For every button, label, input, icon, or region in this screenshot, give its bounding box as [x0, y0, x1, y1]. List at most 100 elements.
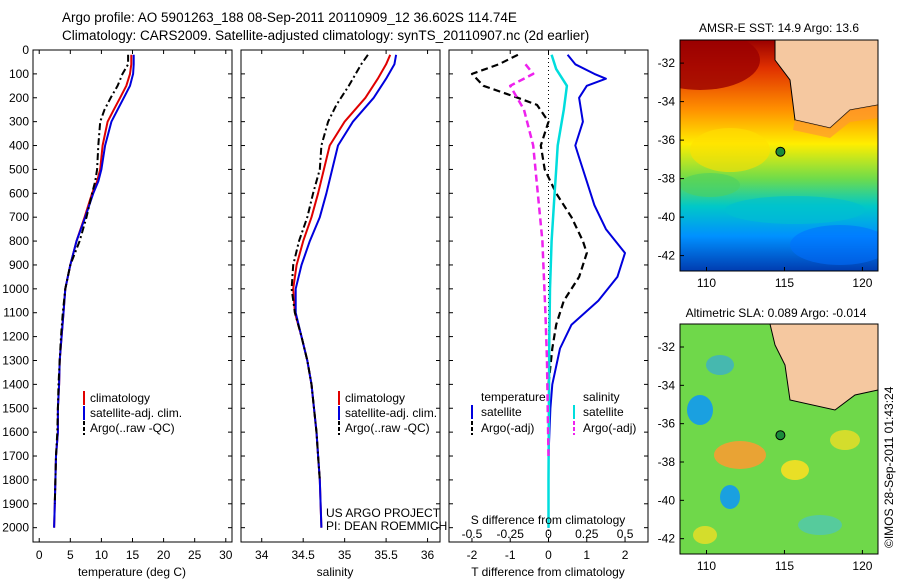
legend-label-s-argo: Argo(-adj) [583, 421, 636, 435]
sst-field [680, 40, 878, 271]
map-y-tick-label: -42 [658, 532, 676, 546]
series-line-satellite-adj-clim [294, 54, 398, 528]
map-y-tick-label: -42 [658, 249, 676, 263]
temperature-axes-box [32, 49, 233, 543]
legend-label-s-satellite: satellite [583, 405, 624, 419]
y-tick-label: 400 [9, 139, 29, 153]
t-difference-xlabel: T difference from climatology [471, 565, 625, 579]
temperature-x-axis: 0 5 10 15 20 25 30 [36, 50, 233, 562]
temperature-legend: climatology satellite-adj. clim. Argo(..… [83, 391, 182, 435]
map-x-tick-label: 115 [775, 559, 794, 573]
y-tick-label: 2000 [2, 521, 29, 535]
x-tick-label: 0 [36, 548, 43, 562]
legend-label-satellite: satellite-adj. clim. [345, 406, 437, 420]
series-line-argo-raw-qc [53, 54, 130, 504]
sst-map: AMSR-E SST: 14.9 Argo: 13.6 110 115 120 -32… [658, 21, 879, 290]
sla-map-title: Altimetric SLA: 0.089 Argo: -0.014 [686, 306, 867, 320]
salinity-axes-box [240, 49, 441, 543]
x-tick-label: -2 [467, 548, 478, 562]
map-y-tick-label: -36 [658, 417, 676, 431]
x-tick-label: 5 [67, 548, 74, 562]
temperature-xlabel: temperature (deg C) [78, 565, 186, 579]
y-tick-label: 1000 [2, 282, 29, 296]
sst-map-frame [679, 39, 879, 272]
y-tick-label: 1500 [2, 401, 29, 415]
map-y-tick-label: -38 [658, 455, 676, 469]
difference-top-axis: -0.5 -0.25 0 0.25 0.5 [462, 527, 634, 541]
difference-depth-ticks [449, 49, 648, 529]
x-tick-label: -1 [505, 548, 516, 562]
float-position-marker [775, 146, 786, 157]
top-x-tick-label: 0.5 [617, 527, 634, 541]
legend-label-argo: Argo(..raw -QC) [90, 421, 175, 435]
map-x-tick-label: 115 [775, 276, 794, 290]
x-tick-label: 34 [255, 548, 269, 562]
map-y-tick-label: -34 [658, 378, 676, 392]
x-tick-label: 36 [421, 548, 435, 562]
y-tick-label: 0 [22, 43, 29, 57]
y-tick-label: 700 [9, 210, 29, 224]
difference-panel: -2 -1 0 1 2 -0.5 -0.25 0 0.25 0.5 T difference f… [448, 49, 649, 579]
sst-map-title: AMSR-E SST: 14.9 Argo: 13.6 [699, 21, 859, 35]
map-y-tick-label: -32 [658, 56, 676, 70]
map-x-tick-label: 110 [697, 276, 716, 290]
top-x-tick-label: -0.5 [462, 527, 483, 541]
legend-label-climatology: climatology [90, 391, 150, 405]
salinity-x-axis: 34 34.5 35 35.5 36 [255, 50, 435, 562]
map-y-tick-label: -34 [658, 95, 676, 109]
x-tick-label: 30 [219, 548, 233, 562]
top-x-tick-label: 0 [545, 527, 552, 541]
y-tick-label: 1900 [2, 497, 29, 511]
map-y-tick-label: -40 [658, 210, 676, 224]
map-x-tick-label: 120 [852, 559, 872, 573]
difference-profiles [470, 53, 626, 528]
x-tick-label: 35 [338, 548, 352, 562]
y-tick-label: 200 [9, 91, 29, 105]
difference-legend: temperature satellite Argo(-adj) salinit… [471, 390, 636, 435]
australia-landmass [769, 324, 878, 411]
x-tick-label: 0 [545, 548, 552, 562]
legend-temperature-header: temperature [481, 390, 546, 404]
x-tick-label: 35.5 [374, 548, 398, 562]
y-tick-label: 300 [9, 115, 29, 129]
y-tick-label: 1400 [2, 377, 29, 391]
top-x-tick-label: -0.25 [497, 527, 525, 541]
map-y-tick-label: -32 [658, 340, 676, 354]
legend-salinity-header: salinity [583, 390, 620, 404]
x-tick-label: 15 [126, 548, 140, 562]
top-x-tick-label: 0.25 [575, 527, 599, 541]
series-line-argo-raw-qc [290, 54, 369, 480]
y-tick-label: 1300 [2, 353, 29, 367]
figure-title-line2: Climatology: CARS2009. Satellite-adjuste… [62, 28, 590, 43]
y-tick-label: 1100 [3, 306, 29, 320]
figure-title-line1: Argo profile: AO 5901263_188 08-Sep-2011… [62, 10, 517, 25]
series-line-salinity-argo-adj [508, 63, 550, 457]
legend-label-t-argo: Argo(-adj) [481, 421, 534, 435]
float-position-marker [775, 430, 786, 441]
y-tick-label: 1200 [2, 330, 29, 344]
salinity-legend: climatology satellite-adj. clim. Argo(..… [338, 391, 437, 435]
map-x-tick-label: 110 [697, 559, 716, 573]
x-tick-label: 25 [188, 548, 202, 562]
sla-map-frame [679, 323, 879, 555]
x-tick-label: 2 [622, 548, 629, 562]
sst-map-axes: 110 115 120 -32 -34 -36 -38 -40 -42 [658, 56, 873, 290]
temperature-panel: 0100200300400500600700800900100011001200… [2, 43, 232, 579]
s-difference-xlabel: S difference from climatology [471, 513, 626, 527]
map-y-tick-label: -36 [658, 133, 676, 147]
difference-x-axis: -2 -1 0 1 2 [467, 50, 629, 562]
x-tick-label: 20 [157, 548, 171, 562]
y-tick-label: 1600 [2, 425, 29, 439]
legend-label-satellite: satellite-adj. clim. [90, 406, 182, 420]
y-tick-label: 1800 [2, 473, 29, 487]
salinity-depth-ticks [241, 49, 440, 529]
series-line-temperature-satellite [547, 54, 626, 528]
series-line-satellite-adj-clim [53, 54, 135, 528]
pi-annotation: PI: DEAN ROEMMICH [326, 519, 447, 533]
salinity-profiles [290, 54, 398, 528]
y-tick-label: 500 [9, 162, 29, 176]
series-line-temperature-argo-adj [470, 53, 588, 385]
y-tick-label: 800 [9, 234, 29, 248]
map-y-tick-label: -38 [658, 172, 676, 186]
